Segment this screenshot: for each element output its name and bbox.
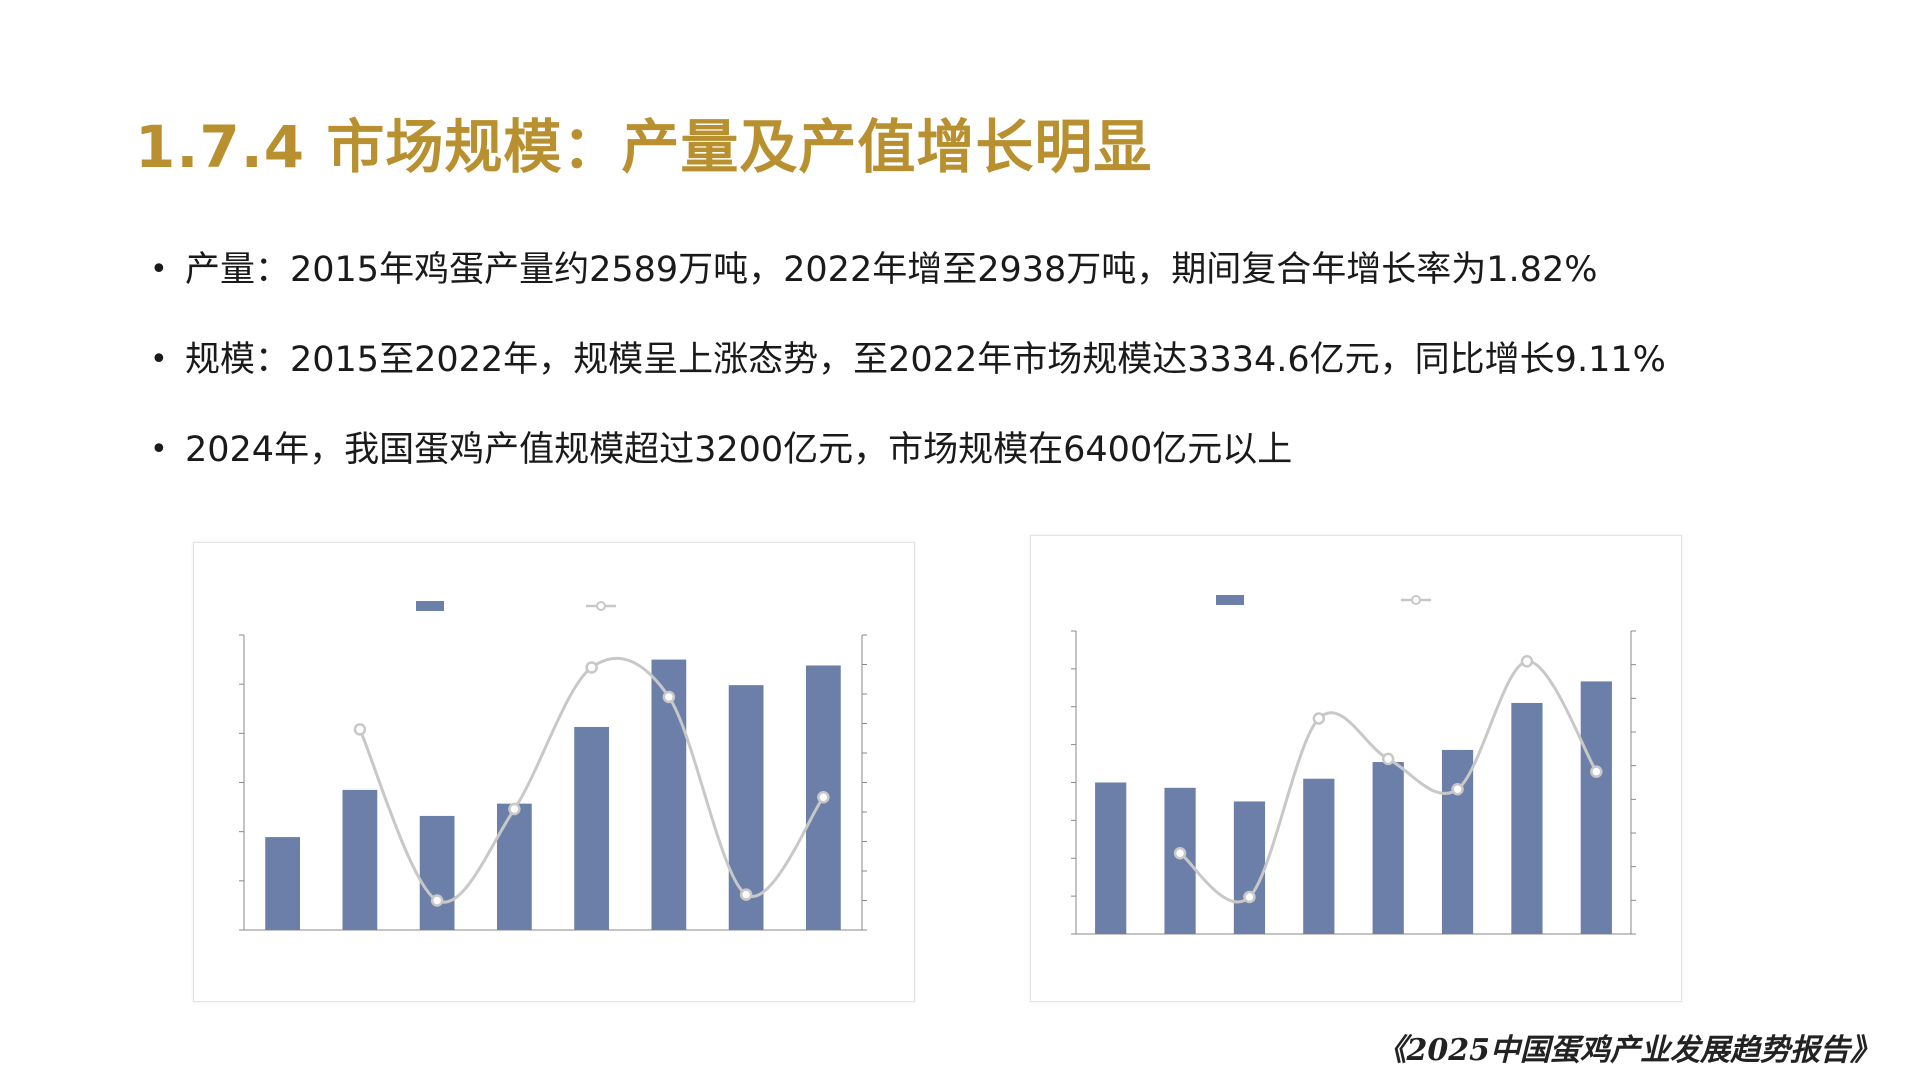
growth-point [662, 690, 676, 704]
growth-point [739, 888, 753, 901]
legend-line-marker [596, 601, 606, 611]
report-footer: 《2025中国蛋鸡产业发展趋势报告》 [1376, 1033, 1881, 1068]
egg-output-chart-svg [239, 601, 867, 931]
egg-output-chart [193, 542, 915, 1002]
growth-point [353, 723, 367, 736]
bar [1095, 782, 1127, 934]
bar [265, 837, 301, 930]
growth-point [508, 802, 521, 816]
bar [1580, 681, 1612, 934]
growth-point [430, 894, 444, 907]
market-scale-chart [1030, 535, 1682, 1002]
bar [1441, 749, 1474, 934]
bullet-scale: 规模：2015至2022年，规模呈上涨态势，至2022年市场规模达3334.6亿… [150, 340, 1666, 380]
bar [651, 659, 687, 930]
bar [496, 803, 532, 930]
growth-point [1173, 846, 1187, 860]
bar [419, 815, 455, 930]
growth-point [1312, 712, 1326, 725]
bar [1372, 762, 1404, 934]
bar [1303, 778, 1335, 934]
growth-point [817, 791, 830, 804]
bullet-2024: 2024年，我国蛋鸡产值规模超过3200亿元，市场规模在6400亿元以上 [150, 430, 1666, 470]
growth-point [1520, 655, 1534, 668]
growth-point [585, 661, 598, 674]
bullet-list: 产量：2015年鸡蛋产量约2589万吨，2022年增至2938万吨，期间复合年增… [150, 250, 1666, 520]
market-scale-chart-svg [1071, 595, 1636, 935]
legend-line-marker [1411, 595, 1421, 605]
growth-point [1381, 752, 1395, 766]
legend-bar-swatch [1216, 595, 1244, 605]
growth-point [1590, 765, 1603, 778]
bar [1164, 787, 1196, 934]
bar [342, 789, 378, 930]
page-title: 1.7.4 市场规模：产量及产值增长明显 [135, 113, 1153, 181]
bar [574, 726, 610, 930]
legend-bar-swatch [416, 601, 444, 611]
growth-point [1243, 890, 1256, 904]
bar [1511, 702, 1543, 934]
bullet-output: 产量：2015年鸡蛋产量约2589万吨，2022年增至2938万吨，期间复合年增… [150, 250, 1666, 290]
growth-point [1451, 782, 1464, 796]
bar [1233, 801, 1266, 934]
